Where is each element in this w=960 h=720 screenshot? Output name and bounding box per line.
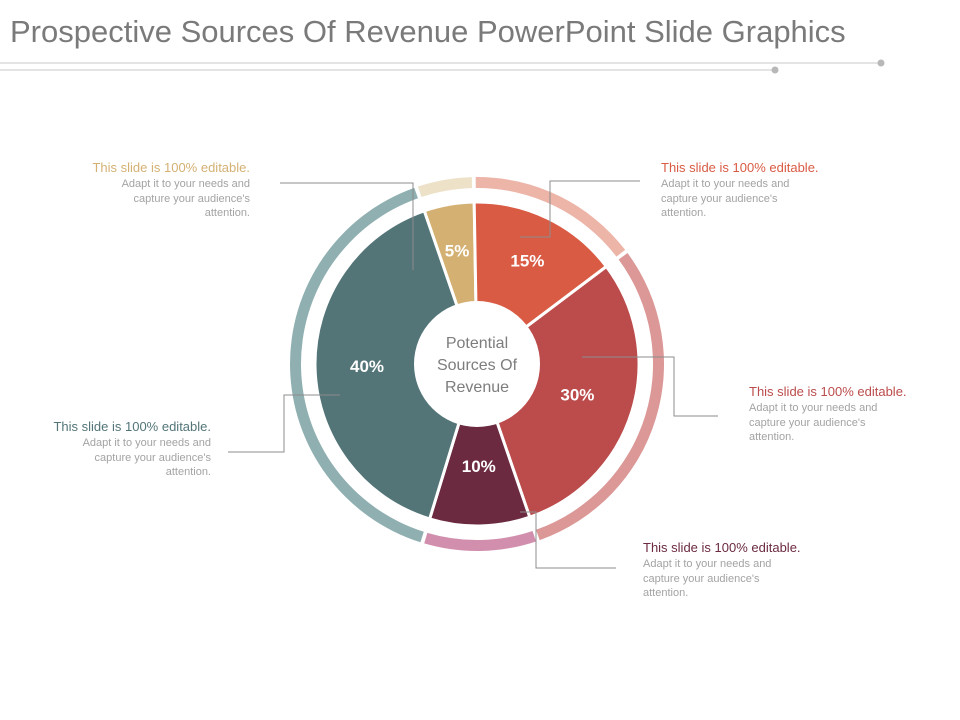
slice-label-40: 40% <box>350 357 384 376</box>
pie-slice-40 <box>313 208 479 521</box>
callout-15-percent: This slide is 100% editable. Adapt it to… <box>661 160 861 221</box>
ring-segment-40 <box>290 187 424 543</box>
callout-body-line: Adapt it to your needs and <box>121 178 250 190</box>
callout-heading: This slide is 100% editable. <box>92 160 250 175</box>
slice-label-5: 5% <box>445 242 470 261</box>
pie-slice-30 <box>475 264 641 520</box>
title-underline <box>0 59 885 74</box>
leader-line <box>280 182 414 270</box>
callout-body-line: attention. <box>661 207 707 219</box>
callout-body-line: capture your audience's <box>661 192 778 205</box>
center-hole <box>414 301 540 427</box>
slice-label-10: 10% <box>462 457 496 476</box>
callout-body-line: Adapt it to your needs and <box>82 437 211 449</box>
callout-body: Adapt it to your needs and capture your … <box>643 557 843 601</box>
slice-percent-labels: 5% 15% 30% 10% 40% <box>350 242 594 476</box>
pie-slice-10 <box>427 359 532 528</box>
slice-label-15: 15% <box>510 252 544 271</box>
callout-body-line: attention. <box>749 431 795 443</box>
callout-heading: This slide is 100% editable. <box>53 419 211 434</box>
ring-segment-5 <box>417 177 473 197</box>
callout-body-line: attention. <box>643 587 689 599</box>
leader-lines <box>228 180 718 569</box>
callout-5-percent: This slide is 100% editable. Adapt it to… <box>50 160 250 221</box>
callout-body-line: Adapt it to your needs and <box>643 558 772 570</box>
callout-30-percent: This slide is 100% editable. Adapt it to… <box>749 384 949 445</box>
callout-body: Adapt it to your needs and capture your … <box>749 401 949 445</box>
callout-body: Adapt it to your needs and capture your … <box>661 177 861 221</box>
callout-body-line: capture your audience's <box>643 572 760 585</box>
slide-title: Prospective Sources Of Revenue PowerPoin… <box>10 14 846 49</box>
callout-body-line: Adapt it to your needs and <box>661 178 790 190</box>
callout-body-line: capture your audience's <box>133 192 250 205</box>
center-label-line: Potential <box>446 335 508 352</box>
callout-body-line: capture your audience's <box>749 416 866 429</box>
slice-label-30: 30% <box>560 386 594 405</box>
callout-body-line: attention. <box>204 207 250 219</box>
center-label: Potential Sources Of Revenue <box>437 335 518 396</box>
callout-heading: This slide is 100% editable. <box>749 384 907 399</box>
center-label-line: Revenue <box>445 379 509 396</box>
callout-heading: This slide is 100% editable. <box>661 160 819 175</box>
center-label-line: Sources Of <box>437 357 518 374</box>
callout-body-line: capture your audience's <box>94 451 211 464</box>
callout-body: Adapt it to your needs and capture your … <box>50 177 250 221</box>
leader-line <box>520 511 616 569</box>
callout-body-line: Adapt it to your needs and <box>749 402 878 414</box>
callout-body: Adapt it to your needs and capture your … <box>11 436 211 480</box>
callout-heading: This slide is 100% editable. <box>643 540 801 555</box>
leader-line <box>520 180 640 238</box>
ring-segment-10 <box>424 531 537 551</box>
callout-body-line: attention. <box>165 466 211 478</box>
callout-10-percent: This slide is 100% editable. Adapt it to… <box>643 540 843 601</box>
leader-line <box>228 394 340 453</box>
ring-segment-30 <box>536 253 664 541</box>
leader-line <box>582 356 718 417</box>
callout-40-percent: This slide is 100% editable. Adapt it to… <box>11 419 211 480</box>
